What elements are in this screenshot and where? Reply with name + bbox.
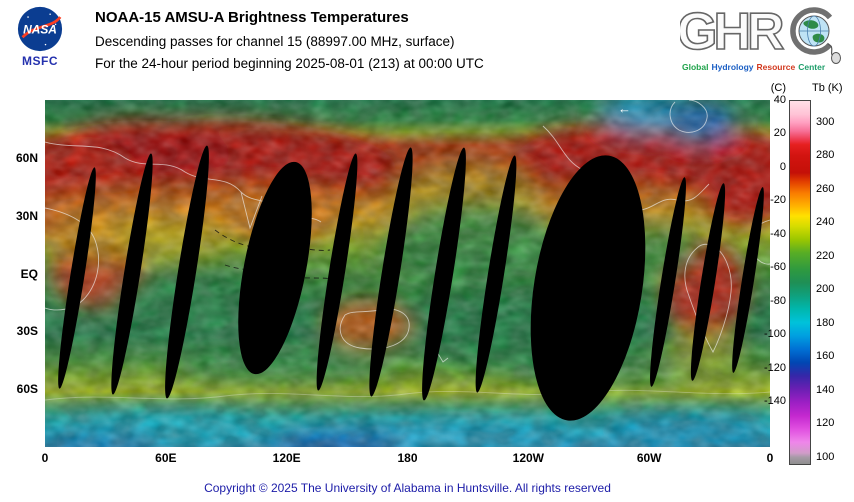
lat-tick-label: 60S xyxy=(16,382,38,397)
lat-tick-label: 30S xyxy=(16,324,38,339)
celsius-tick-label: 20 xyxy=(773,127,786,140)
colorbar-unit-kelvin: Tb (K) xyxy=(812,82,843,94)
celsius-tick-label: -100 xyxy=(763,328,786,341)
lon-tick-label: 180 xyxy=(397,451,418,465)
footer-copyright: Copyright © 2025 The University of Alaba… xyxy=(204,481,611,495)
pass-direction-arrow-icon: ← xyxy=(618,101,631,116)
ghrc-logo-graphic: GHR xyxy=(680,4,841,64)
kelvin-tick-label: 160 xyxy=(816,350,835,363)
kelvin-tick-label: 220 xyxy=(816,249,835,262)
kelvin-tick-label: 300 xyxy=(816,116,835,128)
ghrc-tagline-word: Resource xyxy=(756,62,796,72)
ghrc-letters: GHR xyxy=(680,4,784,61)
swath-gaps xyxy=(58,145,764,421)
celsius-tick-label: -60 xyxy=(770,261,786,274)
lon-tick-label: 120W xyxy=(512,451,545,465)
celsius-tick-label: 40 xyxy=(773,94,786,106)
ghrc-logo: GHR Global Hydrology Resource Center xyxy=(680,4,848,88)
nasa-logo-text: NASA xyxy=(23,23,57,37)
kelvin-tick-label: 180 xyxy=(816,316,835,329)
lon-tick-label: 60W xyxy=(636,451,662,465)
celsius-tick-label: 0 xyxy=(779,160,786,173)
lat-tick-label: EQ xyxy=(20,266,38,281)
header-titles: NOAA-15 AMSU-A Brightness Temperatures D… xyxy=(95,9,484,78)
ghrc-tagline-word: Global xyxy=(682,62,709,72)
kelvin-tick-label: 140 xyxy=(816,383,835,396)
kelvin-tick-label: 240 xyxy=(816,216,835,229)
subtitle-period: For the 24-hour period beginning 2025-08… xyxy=(95,56,484,71)
celsius-tick-label: -80 xyxy=(770,294,786,307)
ghrc-tagline-word: Hydrology xyxy=(711,62,754,72)
celsius-tick-label: -140 xyxy=(763,395,786,408)
map-canvas: ← xyxy=(45,100,770,447)
lon-tick-label: 60E xyxy=(155,451,177,465)
kelvin-tick-label: 100 xyxy=(816,450,835,463)
kelvin-tick-label: 260 xyxy=(816,182,835,195)
lon-tick-label: 0 xyxy=(766,451,774,465)
msfc-label: MSFC xyxy=(22,54,58,68)
brightness-temperature-map: ← xyxy=(45,100,770,447)
celsius-tick-label: -20 xyxy=(770,194,786,207)
nasa-logo: NASA xyxy=(17,6,63,52)
lon-tick-label: 0 xyxy=(41,451,49,465)
lat-tick-label: 30N xyxy=(15,208,38,223)
celsius-tick-label: -40 xyxy=(770,227,786,240)
subtitle-channel: Descending passes for channel 15 (88997.… xyxy=(95,34,455,49)
ghrc-tagline: Global Hydrology Resource Center xyxy=(682,62,848,72)
lon-tick-label: 120E xyxy=(272,451,301,465)
page-title: NOAA-15 AMSU-A Brightness Temperatures xyxy=(95,9,409,26)
ghrc-mouse-icon xyxy=(827,43,841,64)
colorbar-unit-celsius: (C) xyxy=(770,82,786,94)
ghrc-tagline-word: Center xyxy=(798,62,826,72)
kelvin-tick-label: 200 xyxy=(816,283,835,296)
nasa-logo-block: NASA MSFC xyxy=(12,6,68,68)
colorbar xyxy=(789,100,811,465)
lat-tick-label: 60N xyxy=(15,150,38,165)
celsius-tick-label: -120 xyxy=(763,361,786,374)
ghrc-globe-icon xyxy=(798,15,830,47)
ghrc-letter-c xyxy=(790,7,833,55)
kelvin-tick-label: 120 xyxy=(816,417,835,430)
kelvin-tick-label: 280 xyxy=(816,149,835,162)
